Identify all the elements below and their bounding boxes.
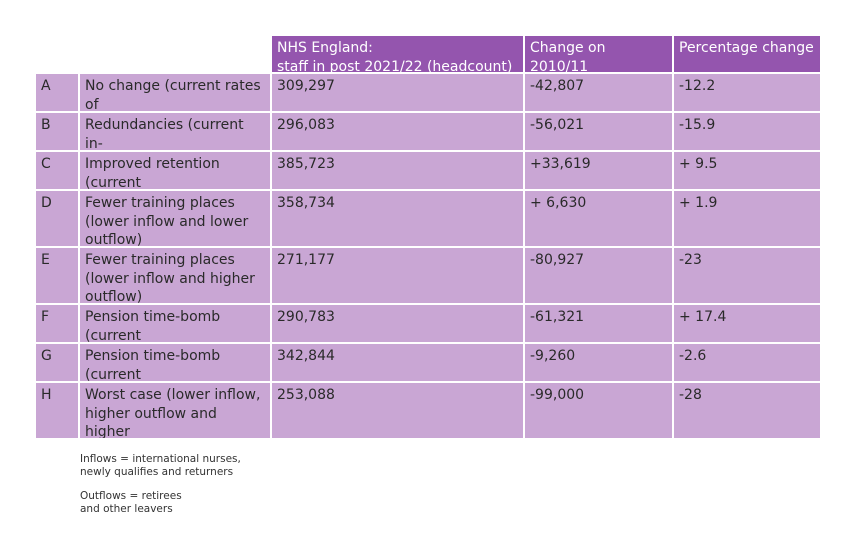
header-change-2010-11: Change on 2010/11	[525, 36, 672, 72]
cell-change-2010-11: + 6,630	[525, 191, 672, 246]
cell-percentage-change: -23	[674, 248, 820, 303]
cell-scenario: Pension time-bomb (current rates and low…	[80, 344, 270, 381]
cell-scenario: Pension time-bomb (current rates and hig…	[80, 305, 270, 342]
cell-staff-in-post: 358,734	[272, 191, 523, 246]
outflows-note: Outflows = retirees and other leavers	[80, 490, 182, 515]
cell-change-2010-11: -99,000	[525, 383, 672, 438]
cell-row-letter: F	[36, 305, 78, 342]
cell-scenario: Fewer training places (lower inflow and …	[80, 248, 270, 303]
cell-percentage-change: + 9.5	[674, 152, 820, 189]
cell-row-letter: D	[36, 191, 78, 246]
cell-row-letter: C	[36, 152, 78, 189]
cell-percentage-change: + 17.4	[674, 305, 820, 342]
cell-row-letter: G	[36, 344, 78, 381]
cell-change-2010-11: -9,260	[525, 344, 672, 381]
header-percentage-change: Percentage change	[674, 36, 820, 72]
cell-scenario: Fewer training places (lower inflow and …	[80, 191, 270, 246]
cell-row-letter: E	[36, 248, 78, 303]
cell-scenario: Redundancies (current in- flow, higher o…	[80, 113, 270, 150]
cell-row-letter: H	[36, 383, 78, 438]
cell-row-letter: B	[36, 113, 78, 150]
cell-percentage-change: -2.6	[674, 344, 820, 381]
cell-change-2010-11: -61,321	[525, 305, 672, 342]
cell-staff-in-post: 342,844	[272, 344, 523, 381]
cell-row-letter: A	[36, 74, 78, 111]
cell-staff-in-post: 253,088	[272, 383, 523, 438]
header-staff-in-post: NHS England: staff in post 2021/22 (head…	[272, 36, 523, 72]
cell-change-2010-11: -56,021	[525, 113, 672, 150]
cell-staff-in-post: 271,177	[272, 248, 523, 303]
cell-staff-in-post: 309,297	[272, 74, 523, 111]
cell-change-2010-11: -42,807	[525, 74, 672, 111]
inflows-note: Inflows = international nurses, newly qu…	[80, 453, 241, 478]
cell-staff-in-post: 385,723	[272, 152, 523, 189]
cell-change-2010-11: +33,619	[525, 152, 672, 189]
cell-staff-in-post: 290,783	[272, 305, 523, 342]
cell-staff-in-post: 296,083	[272, 113, 523, 150]
cell-percentage-change: -28	[674, 383, 820, 438]
cell-scenario: No change (current rates of inflow and o…	[80, 74, 270, 111]
cell-scenario: Worst case (lower inflow, higher outflow…	[80, 383, 270, 438]
cell-change-2010-11: -80,927	[525, 248, 672, 303]
cell-scenario: Improved retention (current inflow, lowe…	[80, 152, 270, 189]
cell-percentage-change: + 1.9	[674, 191, 820, 246]
cell-percentage-change: -12.2	[674, 74, 820, 111]
cell-percentage-change: -15.9	[674, 113, 820, 150]
